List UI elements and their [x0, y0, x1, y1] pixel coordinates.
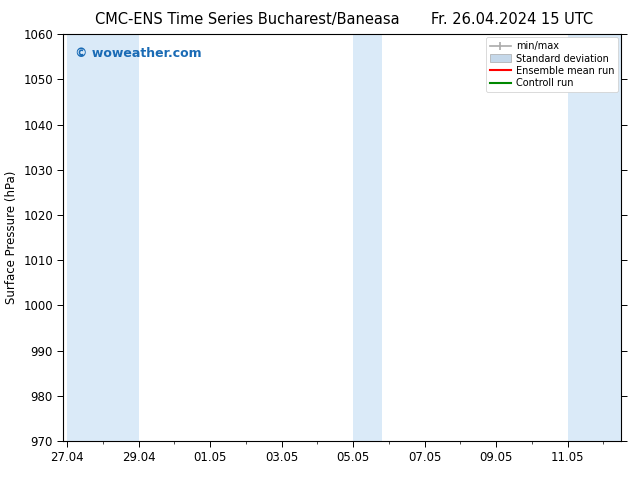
Text: Fr. 26.04.2024 15 UTC: Fr. 26.04.2024 15 UTC: [431, 12, 593, 27]
Bar: [67, 34, 138, 441]
Y-axis label: Surface Pressure (hPa): Surface Pressure (hPa): [4, 171, 18, 304]
Bar: [353, 34, 382, 441]
Text: CMC-ENS Time Series Bucharest/Baneasa: CMC-ENS Time Series Bucharest/Baneasa: [95, 12, 399, 27]
Bar: [567, 34, 621, 441]
Legend: min/max, Standard deviation, Ensemble mean run, Controll run: min/max, Standard deviation, Ensemble me…: [486, 37, 618, 92]
Text: © woweather.com: © woweather.com: [75, 47, 201, 59]
